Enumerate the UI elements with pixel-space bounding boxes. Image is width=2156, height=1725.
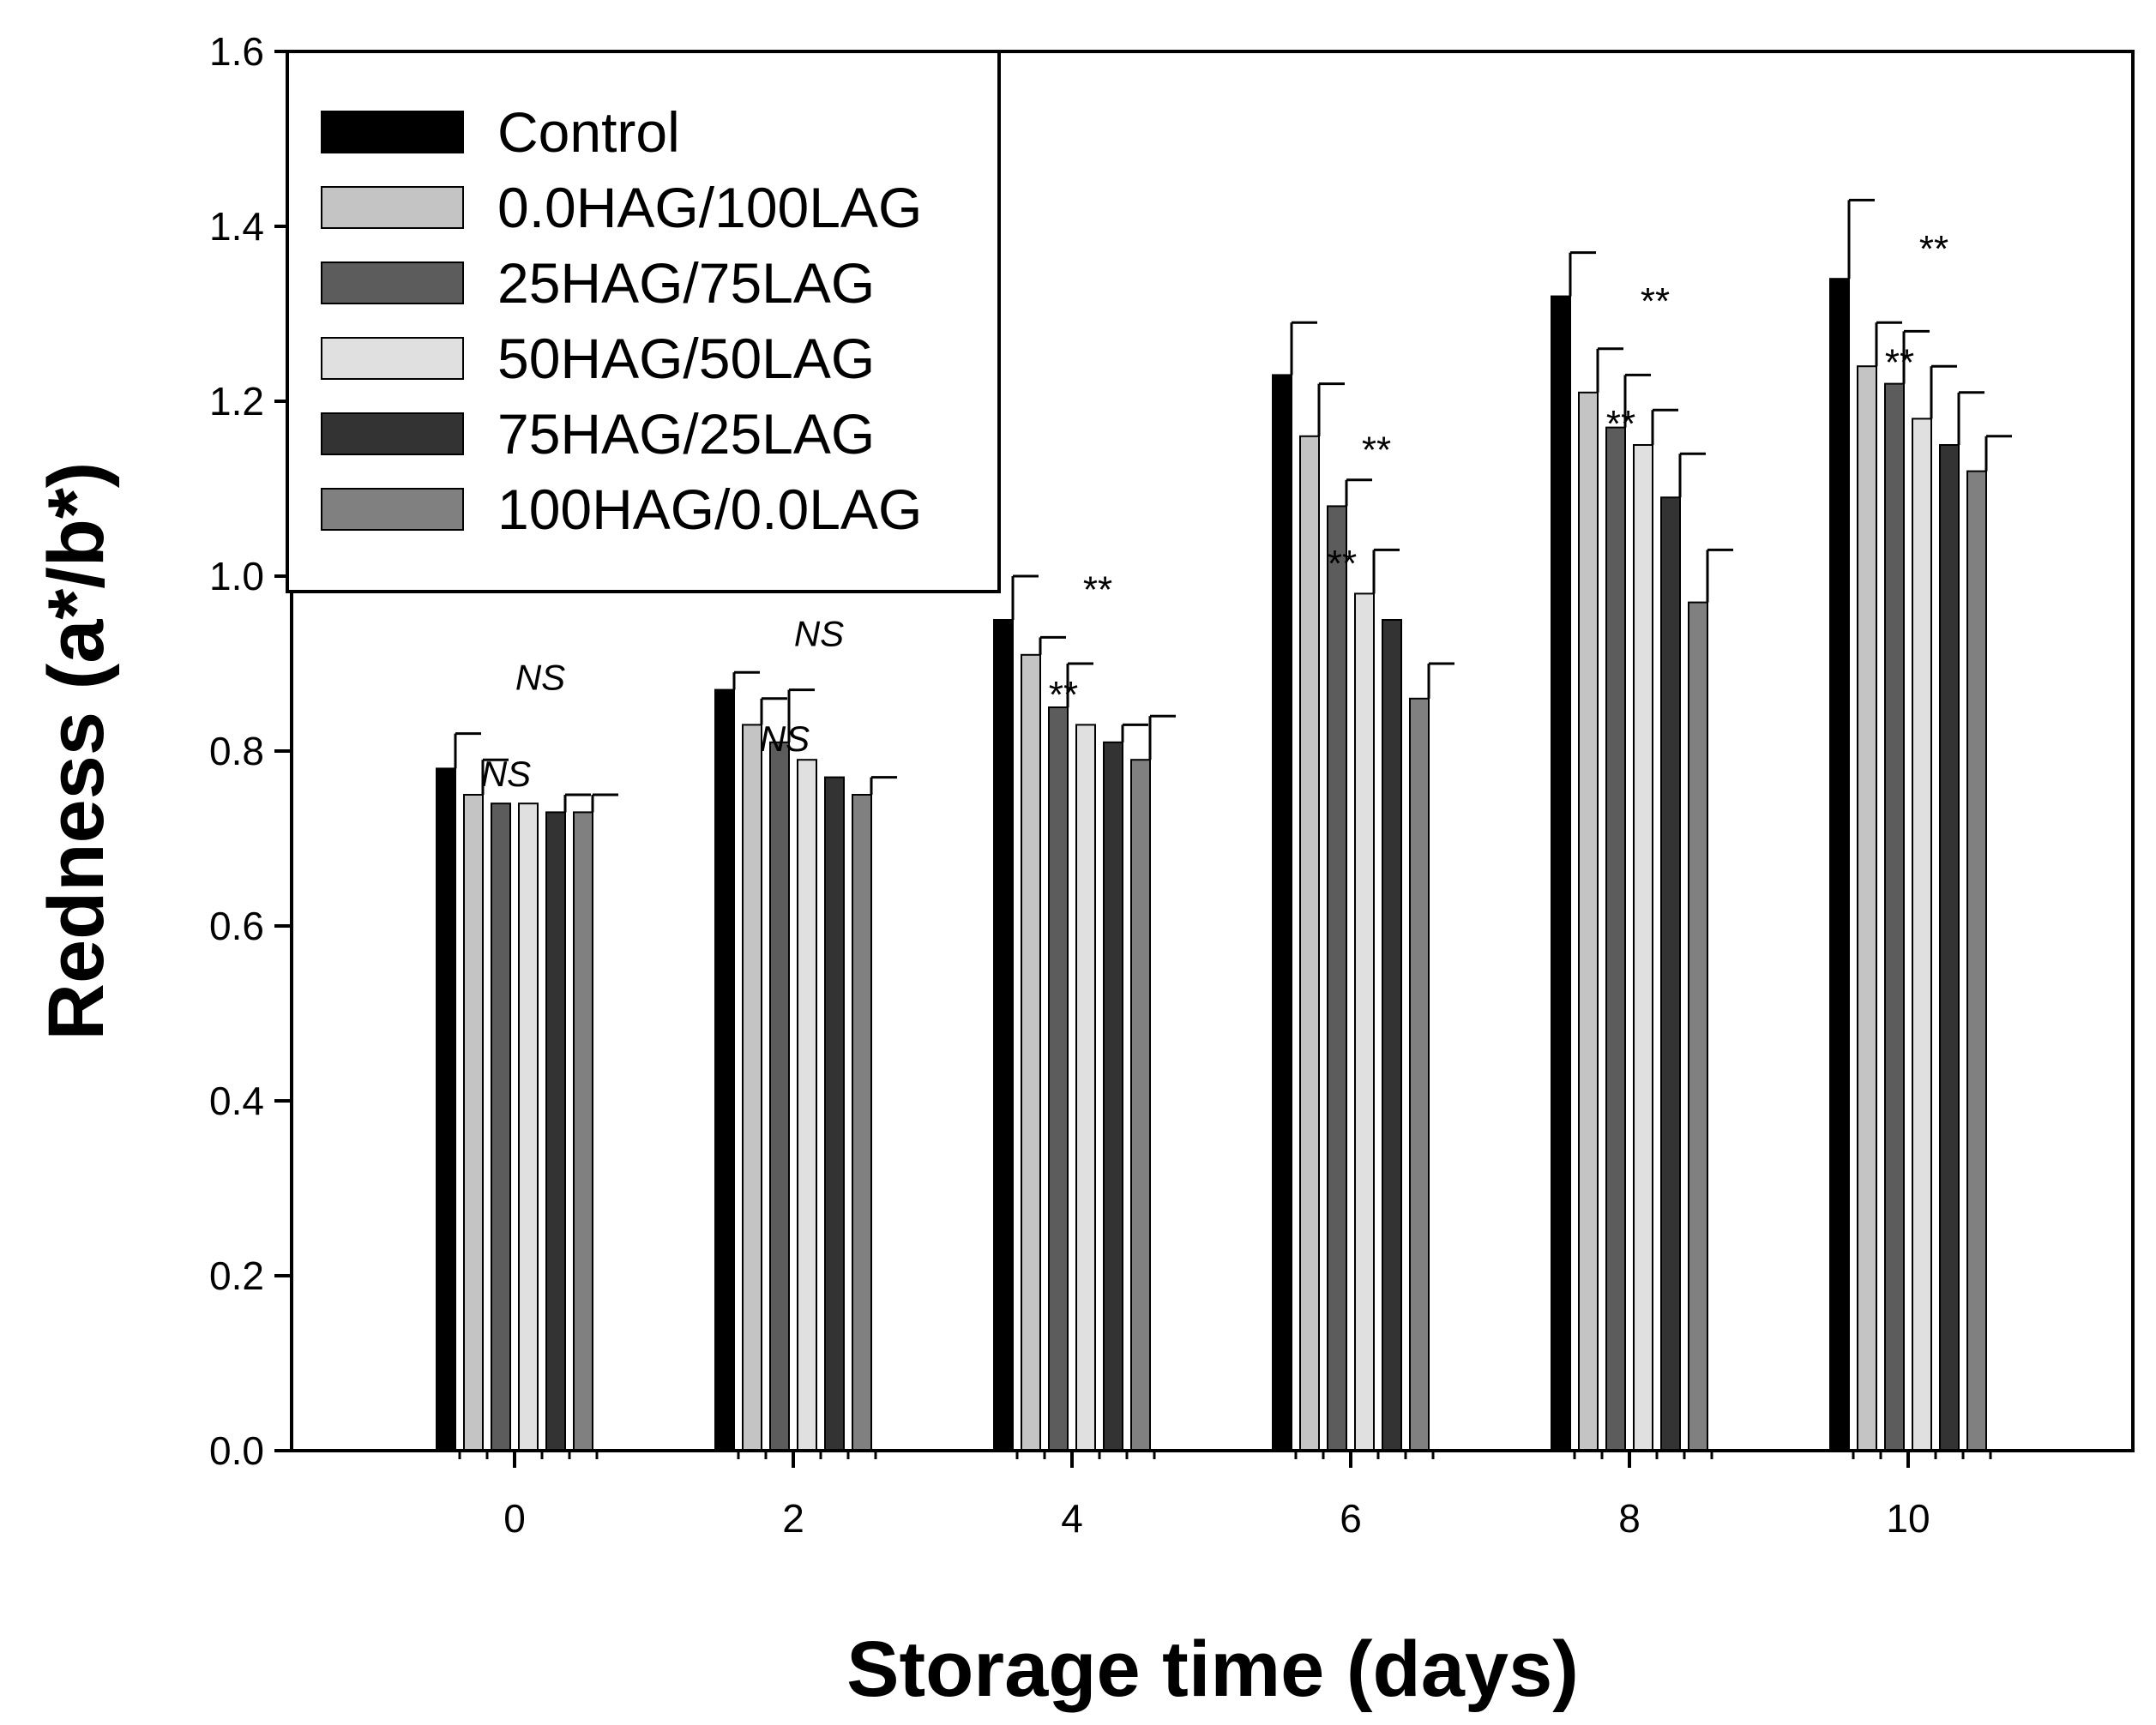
legend-label-Control: Control [497,100,680,164]
legend-label-100HAG/0.0LAG: 100HAG/0.0LAG [497,478,922,541]
bar-75HAG/25LAG-day-0 [545,811,566,1452]
bar-0.0HAG/100LAG-day-0 [463,794,484,1452]
annotation-starstar-day-8: ** [1641,280,1670,322]
x-axis: 0 2 4 6 8 10 [292,1449,2133,1541]
x-axis-title: Storage time (days) [846,1626,1579,1713]
bar-Control-day-4 [993,619,1014,1452]
annotation-starstar-day-4: ** [1083,569,1112,611]
legend-swatch-75HAG/25LAG [321,412,464,455]
bar-25HAG/75LAG-day-8 [1605,426,1626,1452]
bar-50HAG/50LAG-day-4 [1075,724,1096,1452]
y-tick-label: 1.6 [209,29,264,74]
legend: Control 0.0HAG/100LAG 25HAG/75LAG 50HAG/50L… [286,50,1001,593]
annotation-starstar-day-8: ** [1606,403,1635,445]
y-tick-label: 1.2 [209,379,264,424]
legend-label-25HAG/75LAG: 25HAG/75LAG [497,251,875,315]
bar-50HAG/50LAG-day-10 [1912,418,1932,1452]
bar-75HAG/25LAG-day-8 [1660,496,1681,1452]
bar-50HAG/50LAG-day-8 [1633,444,1653,1452]
bar-0.0HAG/100LAG-day-8 [1578,391,1599,1452]
bar-50HAG/50LAG-day-2 [797,759,817,1452]
annotation-starstar-day-6: ** [1362,429,1391,471]
annotation-NS-day-0: NS [481,754,531,794]
bar-100HAG/0.0LAG-day-10 [1966,470,1987,1452]
x-tick-label: 2 [782,1496,804,1541]
y-tick-label: 0.2 [209,1253,264,1298]
y-tick-label: 0.0 [209,1428,264,1473]
legend-swatch-50HAG/50LAG [321,337,464,380]
bar-0.0HAG/100LAG-day-10 [1857,365,1877,1452]
y-tick-label: 1.4 [209,204,264,249]
bar-75HAG/25LAG-day-2 [824,776,845,1452]
annotation-starstar-day-10: ** [1919,228,1948,270]
bar-100HAG/0.0LAG-day-0 [573,811,593,1452]
bar-Control-day-2 [714,688,735,1452]
annotation-NS-day-2: NS [794,614,844,654]
legend-swatch-Control [321,111,464,153]
y-tick-label: 0.8 [209,729,264,773]
bar-25HAG/75LAG-day-6 [1327,505,1347,1452]
x-tick-label: 0 [503,1496,526,1541]
annotation-NS-day-2: NS [760,718,810,759]
x-tick-label: 8 [1618,1496,1641,1541]
bar-Control-day-10 [1829,278,1850,1452]
y-axis-title: Redness (a*/b*) [33,462,120,1041]
bar-Control-day-0 [436,767,456,1452]
x-tick-label: 10 [1886,1496,1930,1541]
bar-100HAG/0.0LAG-day-4 [1130,759,1151,1452]
bar-Control-day-8 [1551,295,1571,1452]
bar-25HAG/75LAG-day-4 [1048,706,1069,1452]
annotation-starstar-day-6: ** [1328,543,1357,585]
x-tick-label: 6 [1340,1496,1362,1541]
bar-25HAG/75LAG-day-2 [769,741,790,1452]
bar-0.0HAG/100LAG-day-6 [1299,435,1320,1452]
bar-0.0HAG/100LAG-day-2 [742,724,762,1452]
y-tick-label: 0.4 [209,1079,264,1123]
y-tick-label: 1.0 [209,554,264,598]
legend-label-0.0HAG/100LAG: 0.0HAG/100LAG [497,176,922,239]
bar-75HAG/25LAG-day-6 [1382,619,1402,1452]
bar-Control-day-6 [1272,374,1292,1452]
legend-swatch-25HAG/75LAG [321,261,464,304]
legend-label-75HAG/25LAG: 75HAG/25LAG [497,402,875,466]
annotation-starstar-day-4: ** [1049,674,1078,716]
bar-50HAG/50LAG-day-6 [1354,592,1375,1452]
legend-swatch-0.0HAG/100LAG [321,186,464,229]
bar-0.0HAG/100LAG-day-4 [1021,653,1041,1452]
legend-swatch-100HAG/0.0LAG [321,488,464,531]
bar-100HAG/0.0LAG-day-2 [852,794,872,1452]
bar-50HAG/50LAG-day-0 [518,802,539,1452]
annotation-NS-day-0: NS [515,658,565,698]
bar-100HAG/0.0LAG-day-8 [1688,601,1708,1452]
bar-75HAG/25LAG-day-4 [1103,741,1123,1452]
y-tick-label: 0.6 [209,904,264,948]
bar-100HAG/0.0LAG-day-6 [1409,697,1430,1452]
bar-75HAG/25LAG-day-10 [1939,444,1960,1452]
x-tick-label: 4 [1061,1496,1083,1541]
annotation-starstar-day-10: ** [1885,341,1914,383]
annotations-layer: NS NS NS NS ** ** ** ** ** ** ** ** [481,228,1948,794]
bar-25HAG/75LAG-day-10 [1884,382,1905,1452]
legend-label-50HAG/50LAG: 50HAG/50LAG [497,327,875,390]
bar-25HAG/75LAG-day-0 [491,802,511,1452]
